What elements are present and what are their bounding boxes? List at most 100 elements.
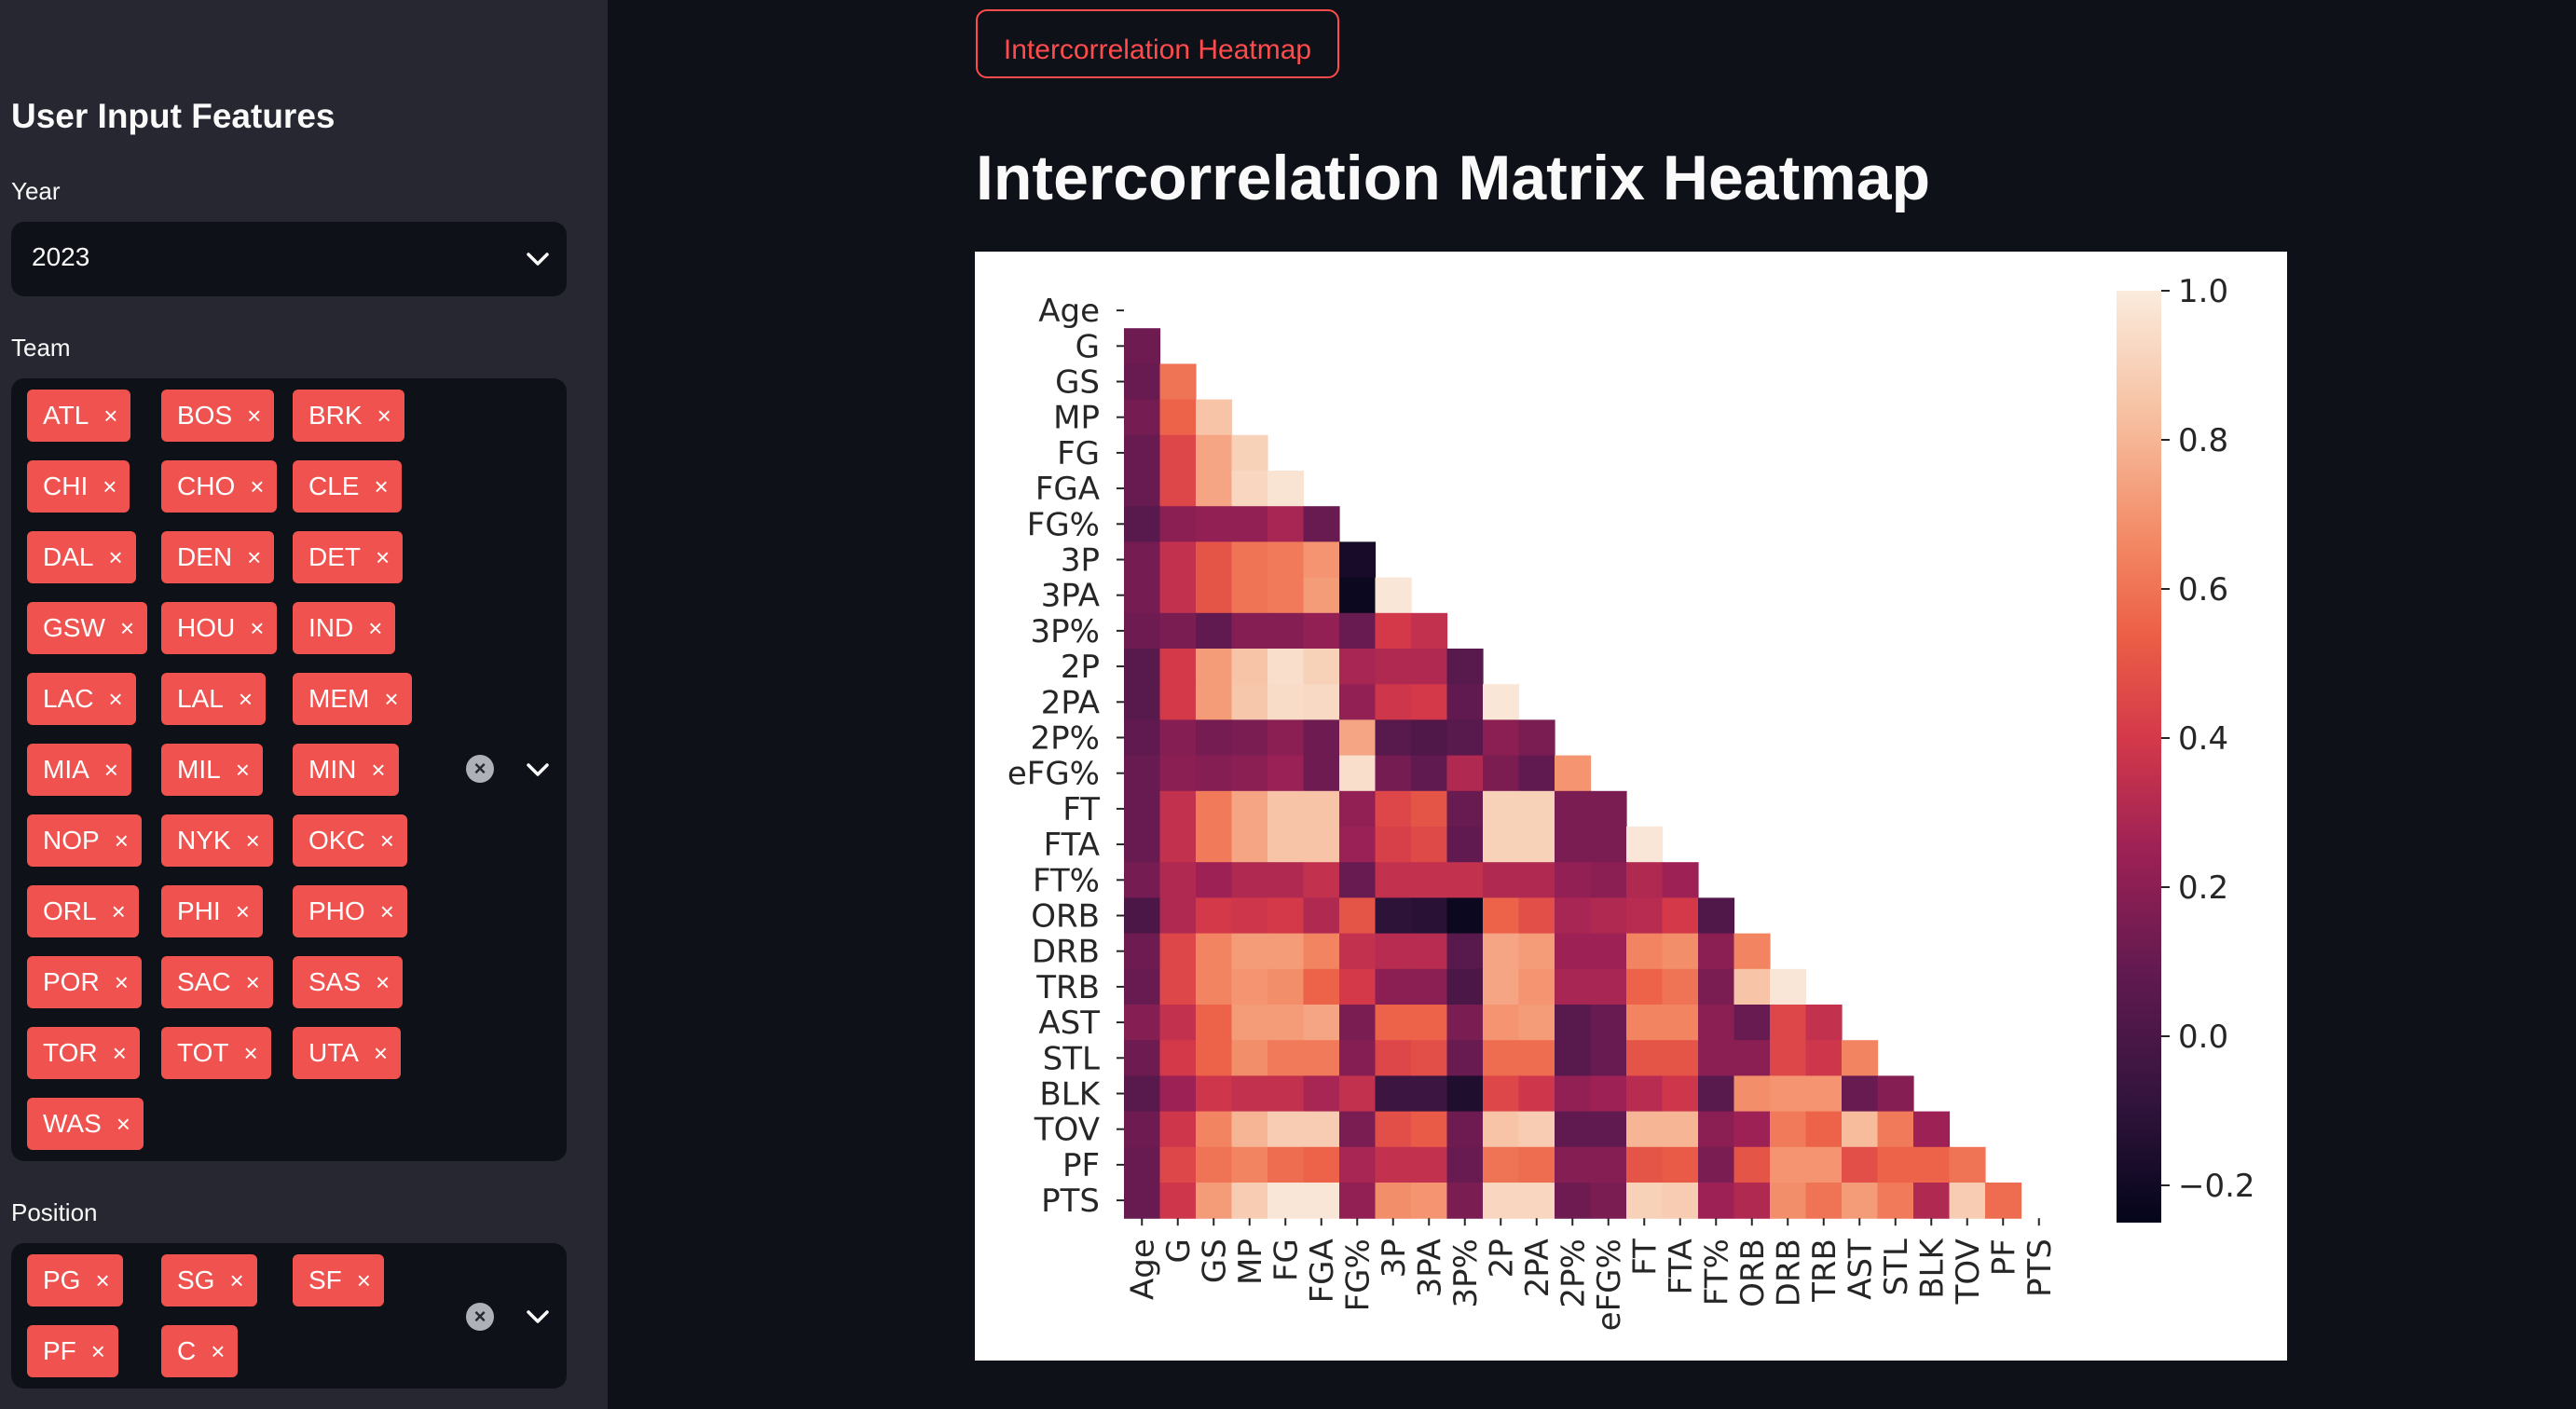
remove-tag-icon[interactable]: × — [103, 402, 118, 430]
remove-tag-icon[interactable]: × — [379, 827, 394, 855]
remove-tag-icon[interactable]: × — [247, 402, 262, 430]
heatmap-cell — [1124, 968, 1161, 1005]
heatmap-cell — [1231, 1146, 1268, 1183]
x-tick-label: TRB — [1806, 1238, 1843, 1303]
heatmap-cell — [1124, 1146, 1161, 1183]
heatmap-cell — [1231, 1111, 1268, 1148]
intercorrelation-heatmap-button[interactable]: Intercorrelation Heatmap — [976, 9, 1339, 78]
team-tag-label: WAS — [43, 1109, 102, 1138]
heatmap-cell — [1231, 1040, 1268, 1076]
heatmap-cell — [1555, 790, 1592, 828]
remove-tag-icon[interactable]: × — [377, 402, 391, 430]
heatmap-cell — [1913, 1146, 1951, 1183]
remove-tag-icon[interactable]: × — [119, 614, 135, 642]
heatmap-cell — [1339, 1183, 1377, 1219]
heatmap-cell — [1805, 1146, 1843, 1183]
chevron-down-icon[interactable] — [526, 1309, 550, 1324]
x-tick-label: TOV — [1950, 1238, 1987, 1305]
remove-tag-icon[interactable]: × — [247, 543, 262, 571]
remove-tag-icon[interactable]: × — [376, 968, 391, 996]
chevron-down-icon[interactable] — [526, 252, 550, 267]
heatmap-cell — [1805, 1005, 1843, 1041]
remove-tag-icon[interactable]: × — [95, 1266, 110, 1294]
x-tick-label: PTS — [2021, 1238, 2059, 1297]
x-tick-label: DRB — [1770, 1238, 1807, 1306]
remove-tag-icon[interactable]: × — [374, 472, 389, 500]
heatmap-cell — [1375, 1111, 1412, 1148]
position-clear-icon[interactable]: × — [466, 1303, 494, 1331]
remove-tag-icon[interactable]: × — [108, 685, 123, 713]
remove-tag-icon[interactable]: × — [229, 1266, 244, 1294]
remove-tag-icon[interactable]: × — [114, 968, 129, 996]
remove-tag-icon[interactable]: × — [250, 472, 265, 500]
remove-tag-icon[interactable]: × — [211, 1337, 226, 1365]
y-tick-label: 2P% — [1031, 720, 1100, 758]
team-tag-cho: CHO × — [161, 460, 278, 513]
heatmap-cell — [1698, 1040, 1735, 1076]
remove-tag-icon[interactable]: × — [238, 685, 253, 713]
heatmap-cell — [1662, 968, 1699, 1005]
position-multiselect[interactable]: PG × SG × SF × PF × C × × — [11, 1243, 567, 1388]
position-tag-label: C — [177, 1336, 197, 1365]
remove-tag-icon[interactable]: × — [116, 1110, 130, 1138]
team-multiselect[interactable]: ATL × BOS × BRK × CHI × CHO × CLE × DAL × DEN × DET × GSW ×… — [11, 378, 567, 1161]
remove-tag-icon[interactable]: × — [376, 543, 391, 571]
remove-tag-icon[interactable]: × — [112, 1039, 127, 1067]
remove-tag-icon[interactable]: × — [368, 614, 383, 642]
team-tag-label: MIL — [177, 755, 221, 784]
heatmap-cell — [1698, 1075, 1735, 1113]
remove-tag-icon[interactable]: × — [371, 756, 386, 784]
team-clear-icon[interactable]: × — [466, 755, 494, 783]
remove-tag-icon[interactable]: × — [235, 897, 250, 925]
heatmap-cell — [1339, 755, 1377, 792]
heatmap-cell — [1267, 790, 1305, 828]
remove-tag-icon[interactable]: × — [245, 827, 260, 855]
heatmap-cell — [1339, 684, 1377, 720]
x-tick-label: FT — [1626, 1238, 1664, 1276]
remove-tag-icon[interactable]: × — [384, 685, 399, 713]
y-tick-label: FT — [1062, 791, 1100, 828]
remove-tag-icon[interactable]: × — [373, 1039, 389, 1067]
remove-tag-icon[interactable]: × — [245, 968, 260, 996]
heatmap-cell — [1411, 790, 1448, 828]
chevron-down-icon[interactable] — [526, 762, 550, 777]
heatmap-cell — [1662, 1075, 1699, 1113]
heatmap-cell — [1231, 541, 1268, 579]
heatmap-cell — [1303, 897, 1340, 935]
y-tick-label: BLK — [1039, 1076, 1101, 1114]
page-title: Intercorrelation Matrix Heatmap — [976, 143, 1931, 213]
heatmap-cell — [1555, 827, 1592, 863]
heatmap-cell — [1303, 1146, 1340, 1183]
team-tag-uta: UTA × — [293, 1027, 402, 1079]
remove-tag-icon[interactable]: × — [250, 614, 265, 642]
heatmap-cell — [1231, 755, 1268, 792]
team-tag-lac: LAC × — [27, 673, 136, 725]
x-tick-label: 2P% — [1555, 1238, 1592, 1307]
y-tick-label: G — [1076, 328, 1100, 365]
remove-tag-icon[interactable]: × — [235, 756, 250, 784]
heatmap-cell — [1770, 1040, 1807, 1076]
remove-tag-icon[interactable]: × — [243, 1039, 258, 1067]
remove-tag-icon[interactable]: × — [103, 472, 117, 500]
team-tag-label: TOR — [43, 1038, 98, 1067]
team-tag-cle: CLE × — [293, 460, 402, 513]
heatmap-cell — [1267, 719, 1305, 757]
remove-tag-icon[interactable]: × — [111, 897, 126, 925]
remove-tag-icon[interactable]: × — [90, 1337, 105, 1365]
heatmap-cell — [1555, 933, 1592, 970]
heatmap-cell — [1159, 506, 1197, 542]
heatmap-cell — [1375, 933, 1412, 970]
heatmap-cell — [1375, 649, 1412, 685]
team-tag-label: LAL — [177, 684, 224, 713]
heatmap-cell — [1196, 612, 1233, 650]
heatmap-cell — [1770, 1075, 1807, 1113]
remove-tag-icon[interactable]: × — [356, 1266, 371, 1294]
remove-tag-icon[interactable]: × — [379, 897, 394, 925]
y-tick-label: eFG% — [1007, 756, 1100, 793]
remove-tag-icon[interactable]: × — [114, 827, 129, 855]
remove-tag-icon[interactable]: × — [103, 756, 118, 784]
team-tag-mia: MIA × — [27, 744, 131, 796]
year-select[interactable]: 2023 — [11, 222, 567, 296]
remove-tag-icon[interactable]: × — [108, 543, 123, 571]
heatmap-cell — [1124, 363, 1161, 401]
